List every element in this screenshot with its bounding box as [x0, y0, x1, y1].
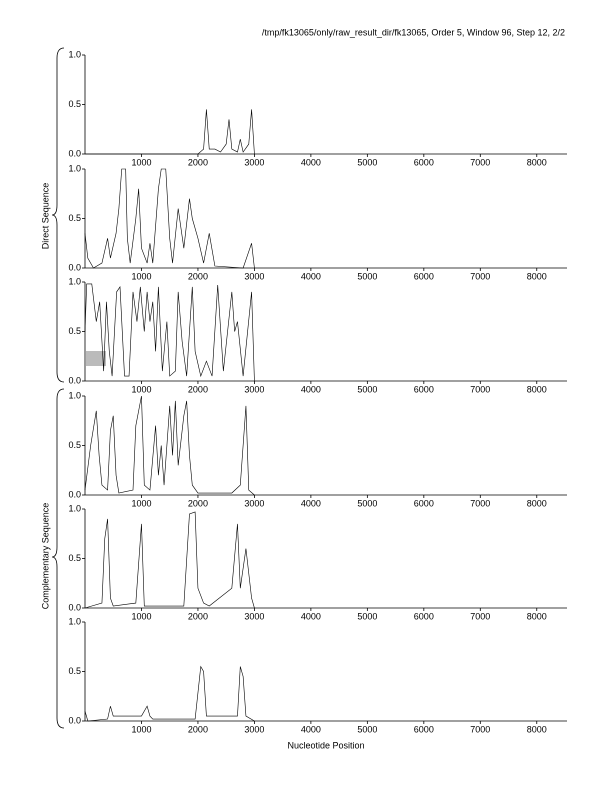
y-tick-label: 0.5: [68, 553, 81, 563]
x-tick-label: 5000: [357, 271, 377, 281]
x-tick-label: 3000: [244, 157, 264, 167]
x-tick-label: 4000: [301, 384, 321, 394]
x-tick-label: 1000: [131, 384, 151, 394]
x-tick-label: 3000: [244, 384, 264, 394]
group-label: Direct Sequence: [40, 183, 50, 250]
x-tick-label: 5000: [357, 724, 377, 734]
x-tick-label: 8000: [527, 498, 547, 508]
y-tick-label: 0.0: [68, 489, 81, 499]
x-tick-label: 6000: [414, 611, 434, 621]
y-tick-label: 1.0: [68, 616, 81, 626]
x-axis-label: Nucleotide Position: [287, 740, 364, 750]
x-tick-label: 5000: [357, 157, 377, 167]
signal-line: [84, 168, 255, 269]
signal-line: [85, 109, 255, 155]
x-tick-label: 2000: [188, 498, 208, 508]
x-tick-label: 6000: [414, 157, 434, 167]
y-tick-label: 0.5: [68, 213, 81, 223]
x-tick-label: 3000: [244, 498, 264, 508]
x-tick-label: 4000: [301, 271, 321, 281]
y-tick-label: 0.0: [68, 602, 81, 612]
x-tick-label: 7000: [470, 611, 490, 621]
y-tick-label: 1.0: [68, 503, 81, 513]
x-tick-label: 1000: [131, 611, 151, 621]
x-tick-label: 2000: [188, 384, 208, 394]
x-tick-label: 8000: [527, 611, 547, 621]
x-tick-label: 3000: [244, 271, 264, 281]
x-tick-label: 1000: [131, 157, 151, 167]
group-label: Complementary Sequence: [40, 503, 50, 610]
x-tick-label: 4000: [301, 724, 321, 734]
x-tick-label: 5000: [357, 384, 377, 394]
y-tick-label: 1.0: [68, 390, 81, 400]
x-tick-label: 6000: [414, 271, 434, 281]
x-tick-label: 1000: [131, 724, 151, 734]
x-tick-label: 4000: [301, 498, 321, 508]
x-tick-label: 6000: [414, 724, 434, 734]
highlight-box: [86, 351, 106, 366]
brace: [51, 47, 65, 383]
y-tick-label: 0.0: [68, 715, 81, 725]
brace: [51, 388, 65, 729]
x-tick-label: 2000: [188, 271, 208, 281]
y-tick-label: 0.5: [68, 440, 81, 450]
x-tick-label: 6000: [414, 498, 434, 508]
x-tick-label: 5000: [357, 498, 377, 508]
y-tick-label: 0.5: [68, 326, 81, 336]
x-tick-label: 2000: [188, 611, 208, 621]
y-tick-label: 0.0: [68, 262, 81, 272]
x-tick-label: 8000: [527, 157, 547, 167]
x-tick-label: 3000: [244, 611, 264, 621]
x-tick-label: 7000: [470, 724, 490, 734]
x-tick-label: 1000: [131, 498, 151, 508]
x-tick-label: 6000: [414, 384, 434, 394]
x-tick-label: 2000: [188, 724, 208, 734]
x-tick-label: 5000: [357, 611, 377, 621]
signal-line: [84, 283, 255, 382]
x-tick-label: 4000: [301, 611, 321, 621]
x-tick-label: 2000: [188, 157, 208, 167]
x-tick-label: 7000: [470, 384, 490, 394]
signal-line: [84, 511, 255, 609]
x-tick-label: 3000: [244, 724, 264, 734]
y-tick-label: 0.0: [68, 148, 81, 158]
signal-line: [84, 665, 255, 722]
x-tick-label: 8000: [527, 724, 547, 734]
x-tick-label: 4000: [301, 157, 321, 167]
x-tick-label: 8000: [527, 271, 547, 281]
y-tick-label: 1.0: [68, 49, 81, 59]
x-tick-label: 7000: [470, 271, 490, 281]
figure-title: /tmp/fk13065/only/raw_result_dir/fk13065…: [262, 27, 565, 37]
y-tick-label: 0.5: [68, 99, 81, 109]
x-tick-label: 8000: [527, 384, 547, 394]
y-tick-label: 0.0: [68, 375, 81, 385]
x-tick-label: 7000: [470, 157, 490, 167]
signal-line: [84, 395, 255, 496]
x-tick-label: 1000: [131, 271, 151, 281]
y-tick-label: 1.0: [68, 276, 81, 286]
x-tick-label: 7000: [470, 498, 490, 508]
y-tick-label: 1.0: [68, 163, 81, 173]
y-tick-label: 0.5: [68, 666, 81, 676]
